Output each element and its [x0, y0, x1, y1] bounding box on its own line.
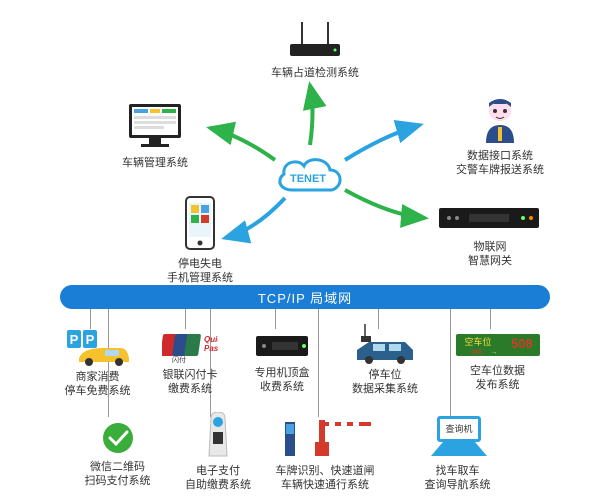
router-icon [260, 18, 370, 62]
lpr-label-2: 车辆快速通行系统 [265, 478, 385, 492]
node-settop: 专用机顶盒 收费系统 [243, 330, 321, 395]
phone-label-2: 手机管理系统 [155, 271, 245, 285]
node-unionpay: QuickPass 闪付 银联闪付卡 缴费系统 [155, 328, 225, 397]
query-label-2: 查询导航系统 [415, 478, 500, 492]
rack-icon [430, 200, 550, 236]
svg-text:空车位: 空车位 [464, 336, 491, 347]
barrier-icon [265, 412, 385, 460]
vline [185, 309, 186, 329]
svg-text:186: 186 [470, 349, 482, 356]
kiosk-icon [178, 412, 258, 460]
node-led: 空车位 508 186 → 空车位数据 发布系统 [450, 332, 545, 393]
lpr-label-1: 车牌识别、快速道闸 [265, 464, 385, 478]
svg-text:Quick: Quick [204, 335, 218, 344]
monitor-icon [105, 100, 205, 152]
camera-car-icon [345, 322, 425, 364]
police-label-2: 交警车牌报送系统 [440, 163, 560, 177]
police-icon [440, 95, 560, 145]
led-label-1: 空车位数据 [450, 364, 545, 378]
parking-label-2: 停车免费系统 [55, 384, 140, 398]
node-police: 数据接口系统 交警车牌报送系统 [440, 95, 560, 178]
gateway-label-1: 物联网 [430, 240, 550, 254]
node-wechat: 微信二维码 扫码支付系统 [75, 420, 160, 489]
node-capture: 停车位 数据采集系统 [345, 322, 425, 397]
lan-bar: TCP/IP 局域网 [60, 285, 550, 309]
epay-label-1: 电子支付 [178, 464, 258, 478]
parking-label-1: 商家消费 [55, 370, 140, 384]
svg-text:508: 508 [511, 336, 533, 351]
parking-icon: PP [55, 328, 140, 366]
node-gateway: 物联网 智慧网关 [430, 200, 550, 269]
capture-label-2: 数据采集系统 [345, 382, 425, 396]
svg-text:闪付: 闪付 [172, 355, 186, 364]
phone-icon [155, 195, 245, 253]
capture-label-1: 停车位 [345, 368, 425, 382]
unionpay-label-2: 缴费系统 [155, 382, 225, 396]
svg-text:→: → [490, 349, 497, 356]
wechat-check-icon [75, 420, 160, 456]
monitor-label: 车辆管理系统 [105, 156, 205, 170]
svg-text:P: P [69, 332, 78, 347]
wechat-label-1: 微信二维码 [75, 460, 160, 474]
query-kiosk-icon: 查询机 [415, 412, 500, 460]
phone-label-1: 停电失电 [155, 257, 245, 271]
svg-text:P: P [85, 332, 94, 347]
led-label-2: 发布系统 [450, 378, 545, 392]
query-label-1: 找车取车 [415, 464, 500, 478]
vline [490, 309, 491, 329]
node-router: 车辆占道检测系统 [260, 18, 370, 80]
node-epay: 电子支付 自助缴费系统 [178, 412, 258, 493]
node-monitor: 车辆管理系统 [105, 100, 205, 170]
svg-text:查询机: 查询机 [445, 423, 472, 434]
node-parking-sign: PP 商家消费 停车免费系统 [55, 328, 140, 399]
unionpay-label-1: 银联闪付卡 [155, 368, 225, 382]
node-query: 查询机 找车取车 查询导航系统 [415, 412, 500, 493]
settop-label-2: 收费系统 [243, 380, 321, 394]
router-label: 车辆占道检测系统 [260, 66, 370, 80]
lan-bar-text: TCP/IP 局域网 [258, 288, 352, 307]
vline [90, 309, 91, 329]
epay-label-2: 自助缴费系统 [178, 478, 258, 492]
gateway-label-2: 智慧网关 [430, 254, 550, 268]
wechat-label-2: 扫码支付系统 [75, 474, 160, 488]
svg-text:Pass: Pass [204, 344, 218, 353]
quickpass-icon: QuickPass 闪付 [155, 328, 225, 364]
led-sign-icon: 空车位 508 186 → [450, 332, 545, 360]
settop-label-1: 专用机顶盒 [243, 366, 321, 380]
node-phone: 停电失电 手机管理系统 [155, 195, 245, 286]
settop-icon [243, 330, 321, 362]
vline [275, 309, 276, 329]
police-label-1: 数据接口系统 [440, 149, 560, 163]
node-lpr: 车牌识别、快速道闸 车辆快速通行系统 [265, 412, 385, 493]
